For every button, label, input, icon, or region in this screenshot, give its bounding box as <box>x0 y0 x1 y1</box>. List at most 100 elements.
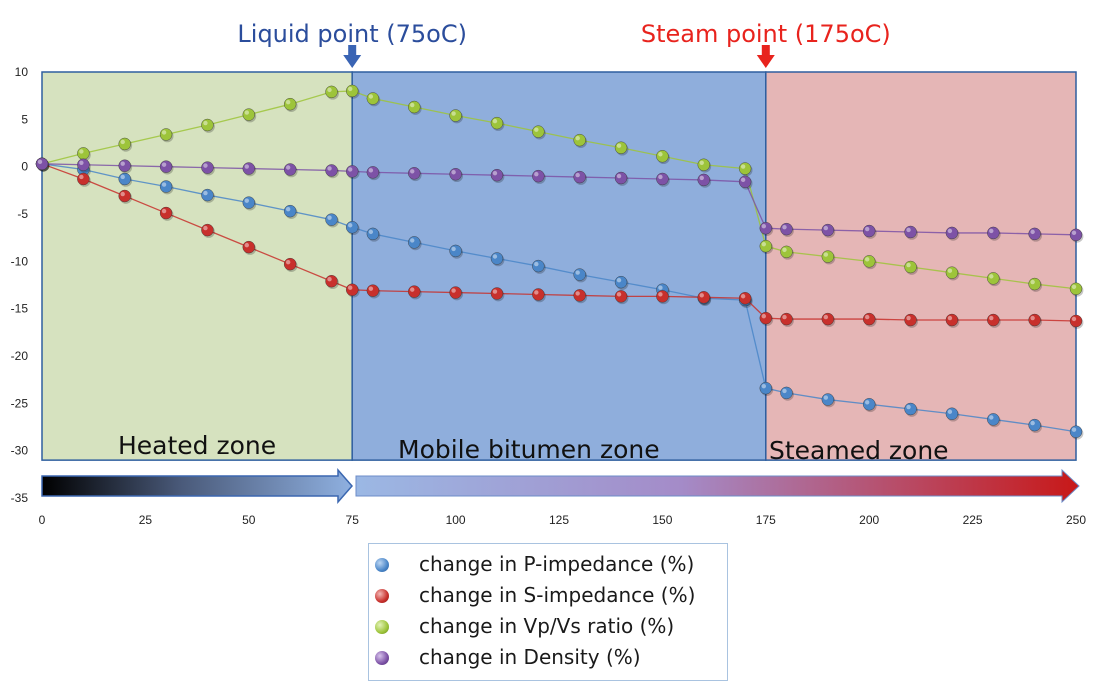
data-point <box>118 137 131 151</box>
data-point <box>408 285 421 298</box>
data-point <box>987 226 1000 240</box>
data-point <box>366 92 380 105</box>
data-point <box>759 239 772 253</box>
data-point-highlight <box>823 314 829 320</box>
temperature-arrow-bar <box>41 468 1080 504</box>
data-point-highlight <box>120 161 125 166</box>
data-point <box>1028 313 1041 327</box>
data-point-highlight <box>616 277 622 283</box>
series-change-in-s-impedance <box>35 157 1084 329</box>
data-point <box>573 170 586 184</box>
zones-layer: Heated zone Mobile bitumen zone Steamed zo… <box>41 71 1077 465</box>
data-point <box>904 402 917 416</box>
legend-label: change in P-impedance (%) <box>419 552 695 576</box>
data-point-highlight <box>327 277 332 282</box>
data-point <box>1069 228 1083 242</box>
data-point <box>201 223 214 237</box>
data-point-highlight <box>285 165 291 170</box>
data-point-highlight <box>616 143 622 148</box>
legend-marker-vp-vs-ratio <box>375 620 389 634</box>
x-tick-label: 150 <box>652 513 672 527</box>
data-point-highlight <box>575 291 580 296</box>
data-point-highlight <box>823 395 829 400</box>
data-point <box>821 223 835 237</box>
data-point-highlight <box>1071 316 1077 322</box>
data-point <box>159 206 173 220</box>
data-point <box>904 225 917 239</box>
data-point <box>1069 425 1083 438</box>
data-point-highlight <box>1030 229 1035 235</box>
annotation-arrow-icon <box>756 45 775 68</box>
data-point-highlight <box>534 127 539 132</box>
data-point-highlight <box>492 170 498 176</box>
data-point-highlight <box>492 254 498 259</box>
data-point <box>408 236 421 249</box>
data-point-highlight <box>782 388 787 394</box>
data-point <box>614 275 628 289</box>
x-tick-label: 175 <box>756 513 776 527</box>
legend-label: change in S-impedance (%) <box>419 583 696 607</box>
data-point <box>242 108 256 121</box>
data-point-highlight <box>865 226 870 232</box>
y-tick-label: 10 <box>15 65 29 79</box>
series-line <box>41 90 1077 290</box>
data-point <box>35 157 49 171</box>
x-tick-label: 200 <box>859 513 879 527</box>
data-point-highlight <box>906 404 911 410</box>
data-point-highlight <box>699 160 704 165</box>
data-point-highlight <box>492 118 498 124</box>
data-point-highlight <box>1071 230 1077 236</box>
data-point-highlight <box>368 94 374 99</box>
data-point <box>449 168 462 181</box>
data-point-highlight <box>782 247 787 253</box>
data-point <box>697 291 710 304</box>
data-point <box>656 150 669 163</box>
zone-heated-zone <box>41 71 353 461</box>
data-point-highlight <box>203 190 208 196</box>
data-point <box>366 227 380 241</box>
chart: Heated zone Mobile bitumen zone Steamed zo… <box>11 20 1087 527</box>
annotation-steam-point-175oc: Steam point (175oC) <box>641 20 891 48</box>
data-point-highlight <box>658 292 663 297</box>
y-tick-label: -15 <box>11 302 29 316</box>
data-point-highlight <box>740 177 746 183</box>
legend-marker-density <box>375 651 389 665</box>
series-line <box>41 163 1077 322</box>
data-point <box>325 275 338 288</box>
x-tick-label: 50 <box>242 513 256 527</box>
data-point-highlight <box>451 288 456 293</box>
data-point-highlight <box>658 174 663 180</box>
data-point <box>201 161 214 174</box>
data-point-highlight <box>79 174 84 180</box>
data-point-highlight <box>327 215 332 220</box>
y-tick-label: -35 <box>11 491 29 505</box>
data-point-highlight <box>203 120 208 126</box>
data-point-highlight <box>616 292 622 297</box>
data-point-highlight <box>327 166 332 171</box>
data-point <box>945 266 959 279</box>
data-point <box>118 189 131 203</box>
data-point <box>408 100 421 114</box>
annotation-liquid-point-75oc: Liquid point (75oC) <box>237 20 467 48</box>
data-point-highlight <box>906 315 911 321</box>
data-point-highlight <box>368 168 374 173</box>
data-point <box>738 175 752 189</box>
data-point <box>346 221 359 234</box>
data-point-highlight <box>161 162 167 167</box>
data-point-highlight <box>492 289 498 294</box>
data-point <box>346 165 359 178</box>
data-point <box>945 313 959 327</box>
data-point-highlight <box>451 111 456 116</box>
data-point-highlight <box>203 225 208 231</box>
data-point <box>159 128 173 141</box>
data-point <box>1069 282 1083 295</box>
data-point <box>346 84 359 98</box>
annotation-layer: Liquid point (75oC) Steam point (175oC) <box>237 20 891 68</box>
data-point-highlight <box>823 225 829 231</box>
data-point <box>449 109 462 122</box>
data-point <box>780 222 793 236</box>
data-point-highlight <box>285 259 291 265</box>
data-point <box>1069 314 1083 328</box>
data-point-highlight <box>1030 420 1035 426</box>
data-point-highlight <box>285 99 291 105</box>
